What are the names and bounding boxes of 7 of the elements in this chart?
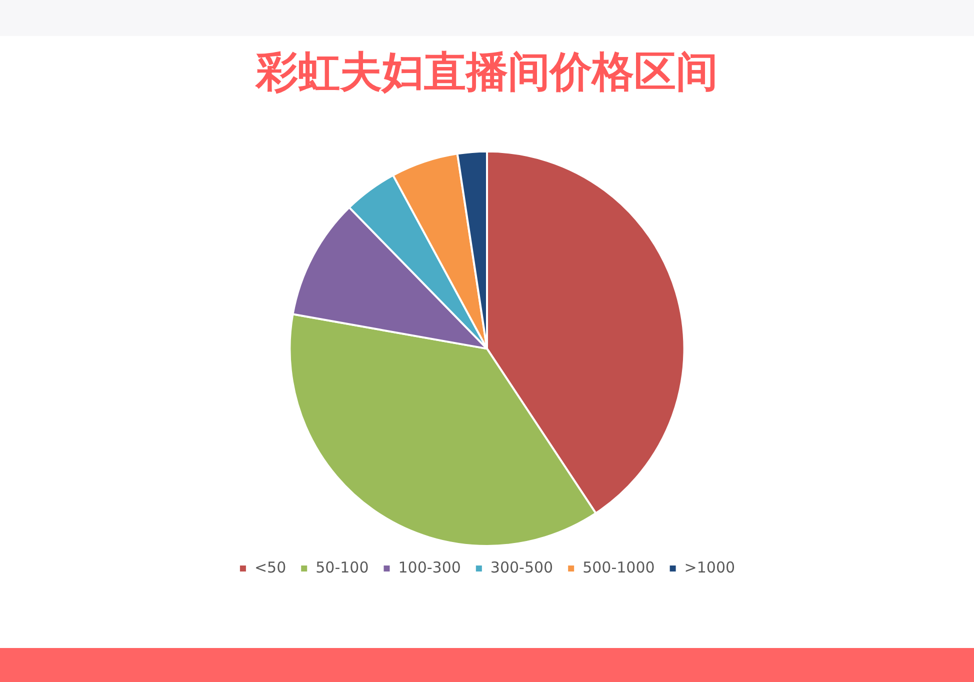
legend-label: 50-100 <box>316 558 369 576</box>
legend-label: 300-500 <box>490 558 554 576</box>
legend-label: 100-300 <box>398 558 461 576</box>
legend-label: 500-1000 <box>582 558 655 576</box>
legend-label: >1000 <box>684 558 736 576</box>
chart-title: 彩虹夫妇直播间价格区间 <box>254 47 718 96</box>
legend-label: <50 <box>254 558 286 576</box>
